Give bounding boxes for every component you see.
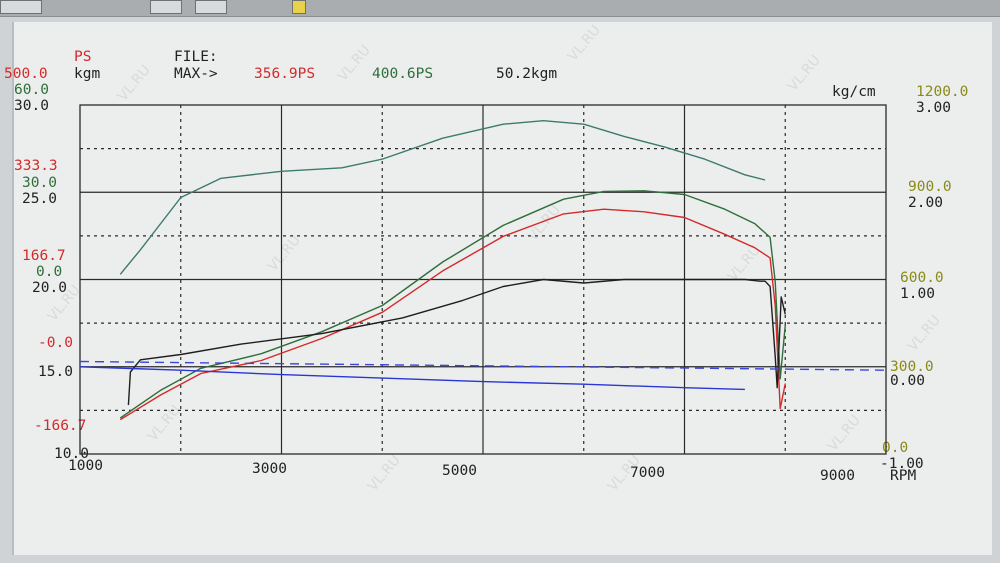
watermark-text: VL.RU bbox=[145, 402, 184, 444]
watermark-text: VL.RU bbox=[565, 22, 604, 64]
x-tick-label: 3000 bbox=[252, 461, 287, 477]
ps-tick-label: -0.0 bbox=[38, 335, 73, 351]
x-tick-label: 1000 bbox=[68, 458, 103, 474]
olive-tick-label: 900.0 bbox=[908, 179, 952, 195]
dyno-plot: VL.RU VL.RU VL.RU VL.RU VL.RU VL.RU VL.RU VL.RU… bbox=[45, 22, 944, 494]
watermark-text: VL.RU bbox=[115, 62, 154, 104]
pressure-tick-label: -1.00 bbox=[880, 456, 924, 472]
x-tick-label: 7000 bbox=[630, 465, 665, 481]
torque-curve bbox=[119, 119, 766, 275]
watermark-text: VL.RU bbox=[725, 242, 764, 284]
watermark-text: VL.RU bbox=[905, 312, 944, 354]
olive-tick-label: 1200.0 bbox=[916, 84, 969, 100]
ps-green-curve bbox=[119, 190, 786, 419]
watermark-text: VL.RU bbox=[335, 42, 374, 84]
watermark-text: VL.RU bbox=[785, 52, 824, 94]
olive-tick-label: 600.0 bbox=[900, 270, 944, 286]
toolbar-button[interactable] bbox=[292, 0, 306, 14]
toolbar-button[interactable] bbox=[195, 0, 227, 14]
boost-curve bbox=[127, 278, 786, 406]
max-ps-green: 400.6PS bbox=[372, 66, 434, 82]
ps-tick-label: 333.3 bbox=[14, 158, 58, 174]
watermark-text: VL.RU bbox=[45, 282, 84, 324]
max-ps-red: 356.9PS bbox=[254, 66, 316, 82]
kgm-tick-label: 30.0 bbox=[22, 175, 57, 191]
watermark-text: VL.RU bbox=[265, 232, 304, 274]
ps-tick-label: 500.0 bbox=[4, 66, 48, 82]
x-tick-label: 5000 bbox=[442, 463, 477, 479]
toolbar-button[interactable] bbox=[0, 0, 42, 14]
kgm-tick-label: 0.0 bbox=[36, 264, 63, 280]
toolbar-button[interactable] bbox=[150, 0, 182, 14]
pressure-tick-label: 0.00 bbox=[890, 373, 925, 389]
pressure-tick-label: 3.00 bbox=[916, 100, 951, 116]
olive-tick-label: 0.0 bbox=[882, 440, 909, 456]
watermark-text: VL.RU bbox=[825, 412, 864, 454]
max-label: MAX-> bbox=[174, 66, 218, 82]
max-kgm: 50.2kgm bbox=[496, 66, 558, 82]
ps-unit-label: PS bbox=[74, 49, 92, 65]
kgm-tick-label: 60.0 bbox=[14, 82, 49, 98]
dyno-chart-screen: PS kgm FILE: MAX-> 356.9PS 400.6PS 50.2k… bbox=[4, 22, 992, 555]
kgm-tick-label: 15.0 bbox=[38, 364, 73, 380]
rpm-unit-label: RPM bbox=[890, 468, 917, 484]
kgm-tick-label: 25.0 bbox=[22, 191, 57, 207]
watermark-text: VL.RU bbox=[365, 452, 404, 494]
pressure-tick-label: 2.00 bbox=[908, 195, 943, 211]
x-tick-label: 9000 bbox=[820, 468, 855, 484]
watermark-text: VL.RU bbox=[605, 452, 644, 494]
olive-tick-label: 300.0 bbox=[890, 359, 934, 375]
pressure-tick-label: 1.00 bbox=[900, 286, 935, 302]
file-label: FILE: bbox=[174, 49, 218, 65]
kgm-tick-label: 30.0 bbox=[14, 98, 49, 114]
toolbar-strip bbox=[0, 0, 1000, 17]
kgm-tick-label: 20.0 bbox=[32, 280, 67, 296]
ps-tick-label: -166.7 bbox=[34, 418, 87, 434]
kgm-unit-label: kgm bbox=[74, 66, 101, 82]
blue-pressure-line bbox=[79, 366, 745, 391]
pressure-unit-label: kg/cm bbox=[832, 84, 876, 100]
watermark-text: VL.RU bbox=[525, 202, 564, 244]
ps-tick-label: 166.7 bbox=[22, 248, 66, 264]
